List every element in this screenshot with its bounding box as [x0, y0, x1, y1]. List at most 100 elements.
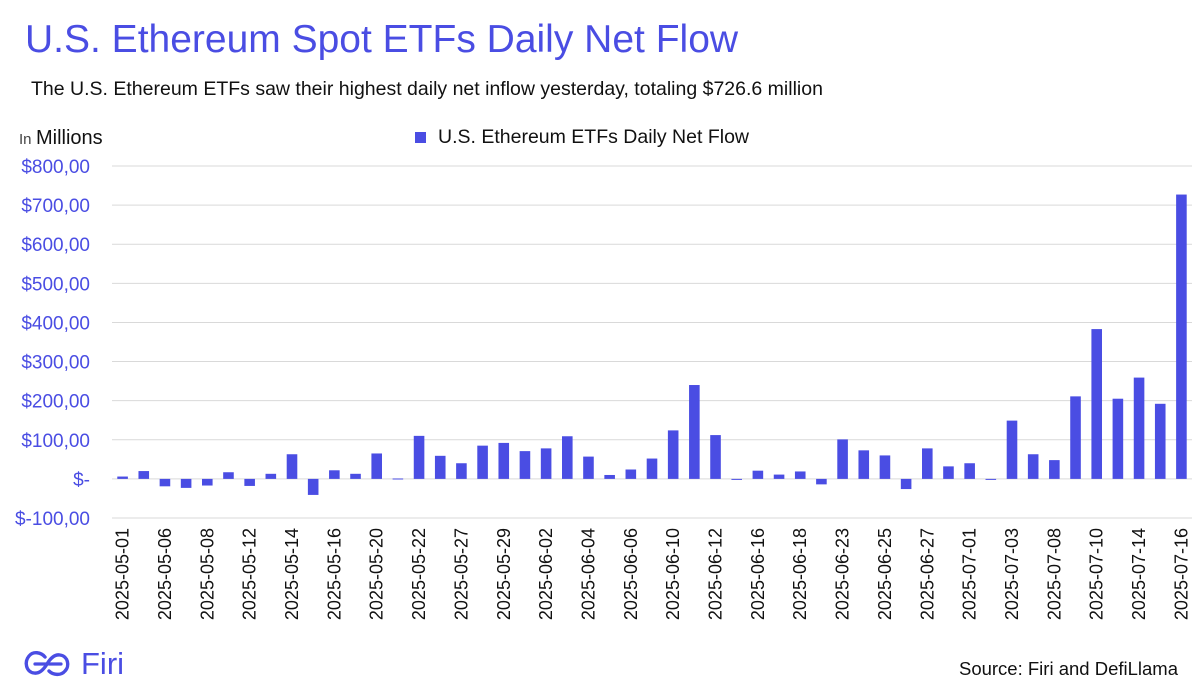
- chart-subtitle: The U.S. Ethereum ETFs saw their highest…: [31, 78, 823, 100]
- y-tick-label: $800,00: [21, 157, 90, 178]
- bar: [350, 473, 361, 479]
- bar: [202, 478, 213, 486]
- bar: [1133, 377, 1145, 479]
- y-tick-label: $-100,00: [15, 509, 90, 530]
- bar: [879, 455, 891, 479]
- bar: [223, 472, 234, 479]
- y-tick-label: $-: [73, 470, 90, 491]
- bar: [1112, 398, 1124, 479]
- bar: [858, 450, 870, 479]
- bar: [498, 442, 510, 479]
- units-label: Millions: [35, 127, 103, 149]
- bar: [731, 478, 742, 480]
- legend-label: U.S. Ethereum ETFs Daily Net Flow: [438, 126, 749, 148]
- x-tick-label: 2025-05-06: [155, 528, 175, 620]
- y-tick-label: $200,00: [21, 392, 90, 413]
- bar: [329, 470, 340, 479]
- bar: [371, 453, 382, 479]
- x-tick-label: 2025-06-06: [621, 528, 641, 620]
- x-tick-label: 2025-06-27: [917, 528, 937, 620]
- x-tick-label: 2025-05-16: [324, 528, 344, 620]
- x-tick-label: 2025-07-14: [1129, 528, 1149, 620]
- bar: [816, 478, 827, 485]
- bar: [456, 463, 467, 479]
- bar: [286, 454, 298, 479]
- bar: [625, 469, 637, 479]
- units-prefix: In: [19, 131, 32, 148]
- x-tick-label: 2025-05-22: [409, 528, 429, 620]
- bar: [604, 474, 615, 479]
- bar: [1091, 329, 1102, 479]
- bar: [773, 474, 785, 479]
- x-tick-label: 2025-05-08: [197, 528, 217, 620]
- bar: [964, 463, 975, 479]
- chart-title: U.S. Ethereum Spot ETFs Daily Net Flow: [25, 18, 739, 61]
- bar: [943, 466, 954, 479]
- bar: [1049, 460, 1060, 479]
- x-tick-label: 2025-07-03: [1002, 528, 1022, 620]
- bar-chart: $800,00 $700,00 $600,00 $500,00 $400,00 $300,…: [15, 157, 1192, 620]
- x-tick-label: 2025-07-10: [1087, 528, 1107, 620]
- bar: [477, 445, 488, 479]
- x-tick-label: 2025-06-18: [790, 528, 810, 620]
- y-tick-label: $500,00: [21, 274, 90, 295]
- bar: [667, 430, 679, 479]
- chart-legend: U.S. Ethereum ETFs Daily Net Flow: [415, 126, 749, 149]
- bar: [1006, 420, 1018, 479]
- brand-name: Firi: [81, 646, 125, 681]
- bar: [1176, 194, 1187, 479]
- x-tick-label: 2025-05-20: [367, 528, 387, 620]
- x-tick-label: 2025-06-02: [536, 528, 556, 620]
- bar: [752, 470, 764, 479]
- y-tick-label: $100,00: [21, 431, 90, 452]
- y-tick-label: $400,00: [21, 313, 90, 334]
- legend-swatch: [415, 132, 426, 143]
- x-tick-label: 2025-05-29: [494, 528, 514, 620]
- x-tick-label: 2025-06-12: [706, 528, 726, 620]
- y-tick-label: $600,00: [21, 235, 90, 256]
- bar: [583, 456, 594, 479]
- y-tick-label: $700,00: [21, 196, 90, 217]
- x-tick-label: 2025-06-04: [578, 528, 598, 620]
- firi-logo-icon: [24, 650, 70, 676]
- x-tick-label: 2025-07-16: [1171, 528, 1191, 620]
- x-tick-label: 2025-06-10: [663, 528, 683, 620]
- x-tick-label: 2025-05-27: [451, 528, 471, 620]
- bar: [307, 478, 319, 495]
- bar: [117, 476, 128, 479]
- bar: [710, 435, 721, 479]
- bar: [519, 451, 531, 479]
- bar: [922, 448, 933, 479]
- bar: [180, 478, 192, 488]
- bar: [985, 478, 997, 480]
- bar: [562, 436, 573, 479]
- x-tick-label: 2025-05-14: [282, 528, 302, 620]
- y-axis-units: In Millions: [19, 127, 103, 150]
- bar: [159, 478, 171, 487]
- bar: [646, 458, 658, 479]
- x-tick-label: 2025-06-16: [748, 528, 768, 620]
- bar: [434, 455, 446, 479]
- x-tick-label: 2025-05-01: [113, 528, 133, 620]
- bar: [837, 439, 848, 479]
- bar: [1070, 396, 1081, 479]
- bar: [900, 478, 912, 490]
- bar: [244, 478, 255, 486]
- x-tick-label: 2025-06-25: [875, 528, 895, 620]
- source-note: Source: Firi and DefiLlama: [958, 658, 1178, 679]
- bar: [1154, 403, 1166, 479]
- bar: [794, 471, 806, 479]
- x-tick-label: 2025-06-23: [833, 528, 853, 620]
- bar: [138, 471, 150, 479]
- bar: [413, 435, 425, 479]
- bar: [392, 478, 404, 480]
- bar: [540, 448, 552, 479]
- y-tick-label: $300,00: [21, 353, 90, 374]
- bar: [689, 385, 700, 479]
- x-tick-label: 2025-07-01: [960, 528, 980, 620]
- brand-logo: Firi: [21, 648, 124, 679]
- x-tick-label: 2025-05-12: [240, 528, 260, 620]
- bar: [1027, 454, 1039, 479]
- x-tick-label: 2025-07-08: [1044, 528, 1064, 620]
- bar: [265, 473, 277, 479]
